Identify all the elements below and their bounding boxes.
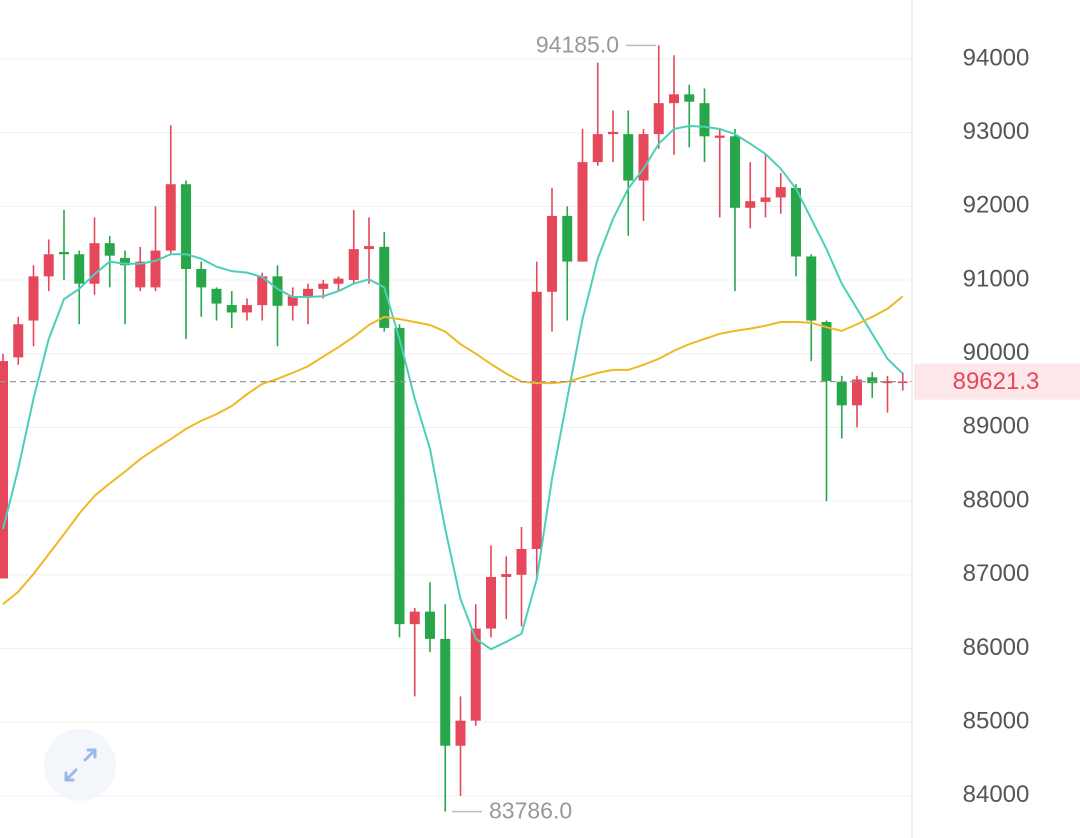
candle-body <box>699 103 710 137</box>
candle-body <box>181 184 191 269</box>
candle-body <box>806 256 817 321</box>
candle-body <box>135 261 146 288</box>
candle-body <box>257 276 268 306</box>
candle-body <box>272 276 283 306</box>
y-tick-label: 84000 <box>963 781 1030 808</box>
candle-body <box>577 162 588 262</box>
candle-body <box>425 611 435 639</box>
candle-body <box>333 278 344 284</box>
candle-body <box>211 288 222 304</box>
candle-body <box>730 136 740 208</box>
y-tick-label: 85000 <box>963 707 1030 734</box>
y-tick-label: 88000 <box>963 486 1030 513</box>
candle-body <box>867 377 878 384</box>
candle-body <box>318 283 329 289</box>
candle-body <box>59 252 69 255</box>
candle-body <box>745 201 756 208</box>
candle-body <box>470 628 481 721</box>
y-tick-label: 90000 <box>963 339 1030 366</box>
candle-body <box>608 131 618 135</box>
y-tick-label: 86000 <box>963 634 1030 661</box>
candle-body <box>836 381 847 406</box>
candle-body <box>531 291 542 549</box>
y-tick-label: 94000 <box>963 44 1030 71</box>
candle-body <box>897 381 908 384</box>
candle-body <box>226 305 237 313</box>
candle-body <box>13 324 24 358</box>
candle-body <box>303 288 313 297</box>
candle-body <box>760 197 771 202</box>
candle-body <box>165 184 176 251</box>
plot: 84000 85000 86000 87000 88000 89000 90000 91000… <box>0 31 1080 824</box>
candle-body <box>196 268 207 288</box>
candle-body <box>242 305 252 313</box>
expand-button[interactable] <box>44 729 116 801</box>
candle-body <box>791 187 801 257</box>
candle-body <box>455 720 466 746</box>
last-price-badge <box>914 363 1080 400</box>
y-tick-label: 89000 <box>963 413 1030 440</box>
candle-body <box>409 611 420 625</box>
candle-body <box>852 379 862 406</box>
expand-icon <box>64 748 97 782</box>
candle-body <box>669 94 679 104</box>
y-tick-label: 92000 <box>963 192 1030 219</box>
y-tick-label: 91000 <box>963 265 1030 292</box>
candle-body <box>348 249 359 281</box>
last-price-label: 89621.3 <box>953 368 1040 395</box>
candle-body <box>882 380 893 384</box>
candle-body <box>394 327 405 625</box>
candle-body <box>120 257 130 266</box>
candle-body <box>653 103 664 135</box>
ma-line <box>2 295 904 606</box>
candle-body <box>623 134 634 181</box>
candle-body <box>287 296 298 306</box>
candle-body <box>501 574 512 577</box>
candle-body <box>486 576 496 629</box>
min-marker-label: 83786.0 <box>489 798 572 824</box>
candle-body <box>364 246 374 250</box>
y-tick-label: 93000 <box>963 118 1030 145</box>
candle-body <box>821 322 832 381</box>
max-marker-label: 94185.0 <box>536 31 619 57</box>
candle-body <box>516 548 527 575</box>
candle-body <box>775 187 786 198</box>
expand-bg <box>44 729 116 801</box>
candle-body <box>547 215 557 292</box>
candle-body <box>440 638 451 746</box>
candle-body <box>43 254 54 277</box>
candle-body <box>638 134 649 181</box>
candle-body <box>684 94 695 102</box>
candle-body <box>28 276 39 321</box>
ma-line <box>2 125 904 651</box>
candle-body <box>592 134 603 163</box>
y-tick-label: 87000 <box>963 560 1030 587</box>
candle-body <box>104 243 115 256</box>
candle-body <box>714 135 725 138</box>
candle-body <box>150 250 161 288</box>
candle-body <box>562 215 573 262</box>
candle-body <box>89 243 100 284</box>
candle-body <box>74 254 85 284</box>
candle-body <box>0 361 8 579</box>
